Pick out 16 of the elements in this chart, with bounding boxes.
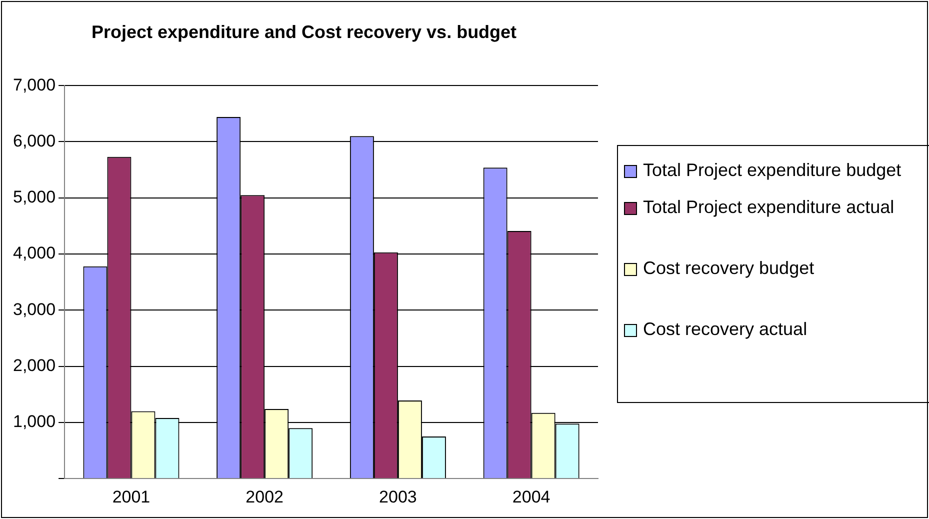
x-tick-label: 2002	[246, 487, 284, 506]
y-tick-label: 2,000	[12, 356, 56, 375]
x-tick-label: 2001	[112, 487, 150, 506]
y-tick-label: 6,000	[12, 131, 56, 150]
y-tick-label: 5,000	[12, 188, 56, 207]
x-tick-label: 2003	[379, 487, 417, 506]
legend-label: Total Project expenditure actual	[643, 196, 894, 219]
y-tick-label: 7,000	[12, 75, 56, 94]
legend-label: Cost recovery budget	[643, 257, 814, 280]
x-tick-label: 2004	[512, 487, 550, 506]
legend-label: Cost recovery actual	[643, 318, 808, 341]
chart-title: Project expenditure and Cost recovery vs. budget	[91, 22, 517, 42]
y-tick-label: 3,000	[12, 300, 56, 319]
legend-label: Total Project expenditure budget	[643, 159, 902, 182]
y-tick-label: 1,000	[12, 412, 56, 432]
y-tick-label: 4,000	[12, 244, 56, 263]
